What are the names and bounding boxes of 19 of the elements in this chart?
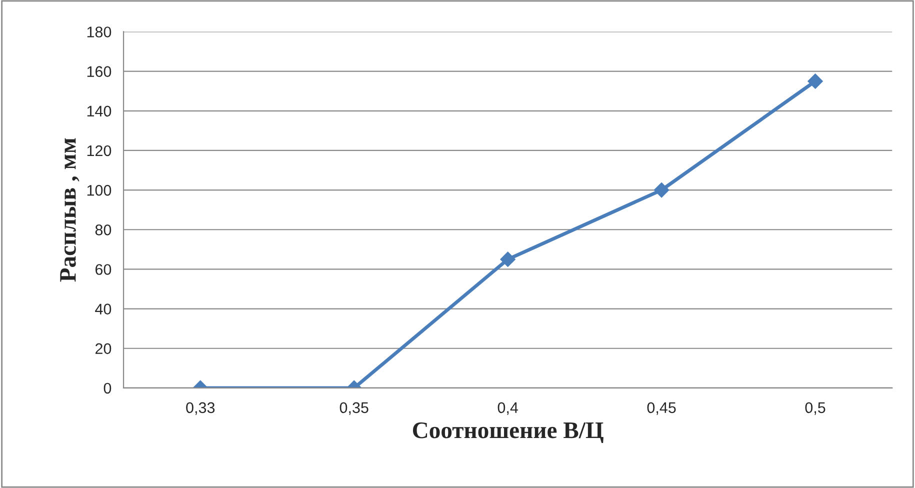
x-tick-label: 0,45: [647, 402, 676, 415]
y-tick-label: 40: [95, 304, 112, 314]
x-tick-label: 0,33: [186, 402, 215, 415]
x-tick-label: 0,5: [805, 402, 826, 415]
point: [654, 182, 670, 198]
y-tick-label: 20: [95, 343, 112, 354]
x-tick-label: 0,4: [498, 402, 518, 415]
y-tick-label: 80: [95, 224, 112, 236]
y-tick-label: 140: [87, 106, 112, 117]
y-tick-label: 160: [87, 66, 112, 77]
y-tick-label: 180: [87, 26, 112, 38]
y-tick-label: 60: [96, 264, 112, 275]
x-axis-title: Соотношение В/Ц: [412, 422, 604, 444]
y-tick-label: 100: [87, 184, 112, 196]
y-tick-label: 120: [87, 145, 112, 156]
point: [500, 252, 516, 267]
y-axis-title: Расплыв , мм: [60, 138, 80, 282]
x-tick-label: 0,35: [340, 402, 368, 415]
y-tick-label: 0: [104, 382, 112, 394]
